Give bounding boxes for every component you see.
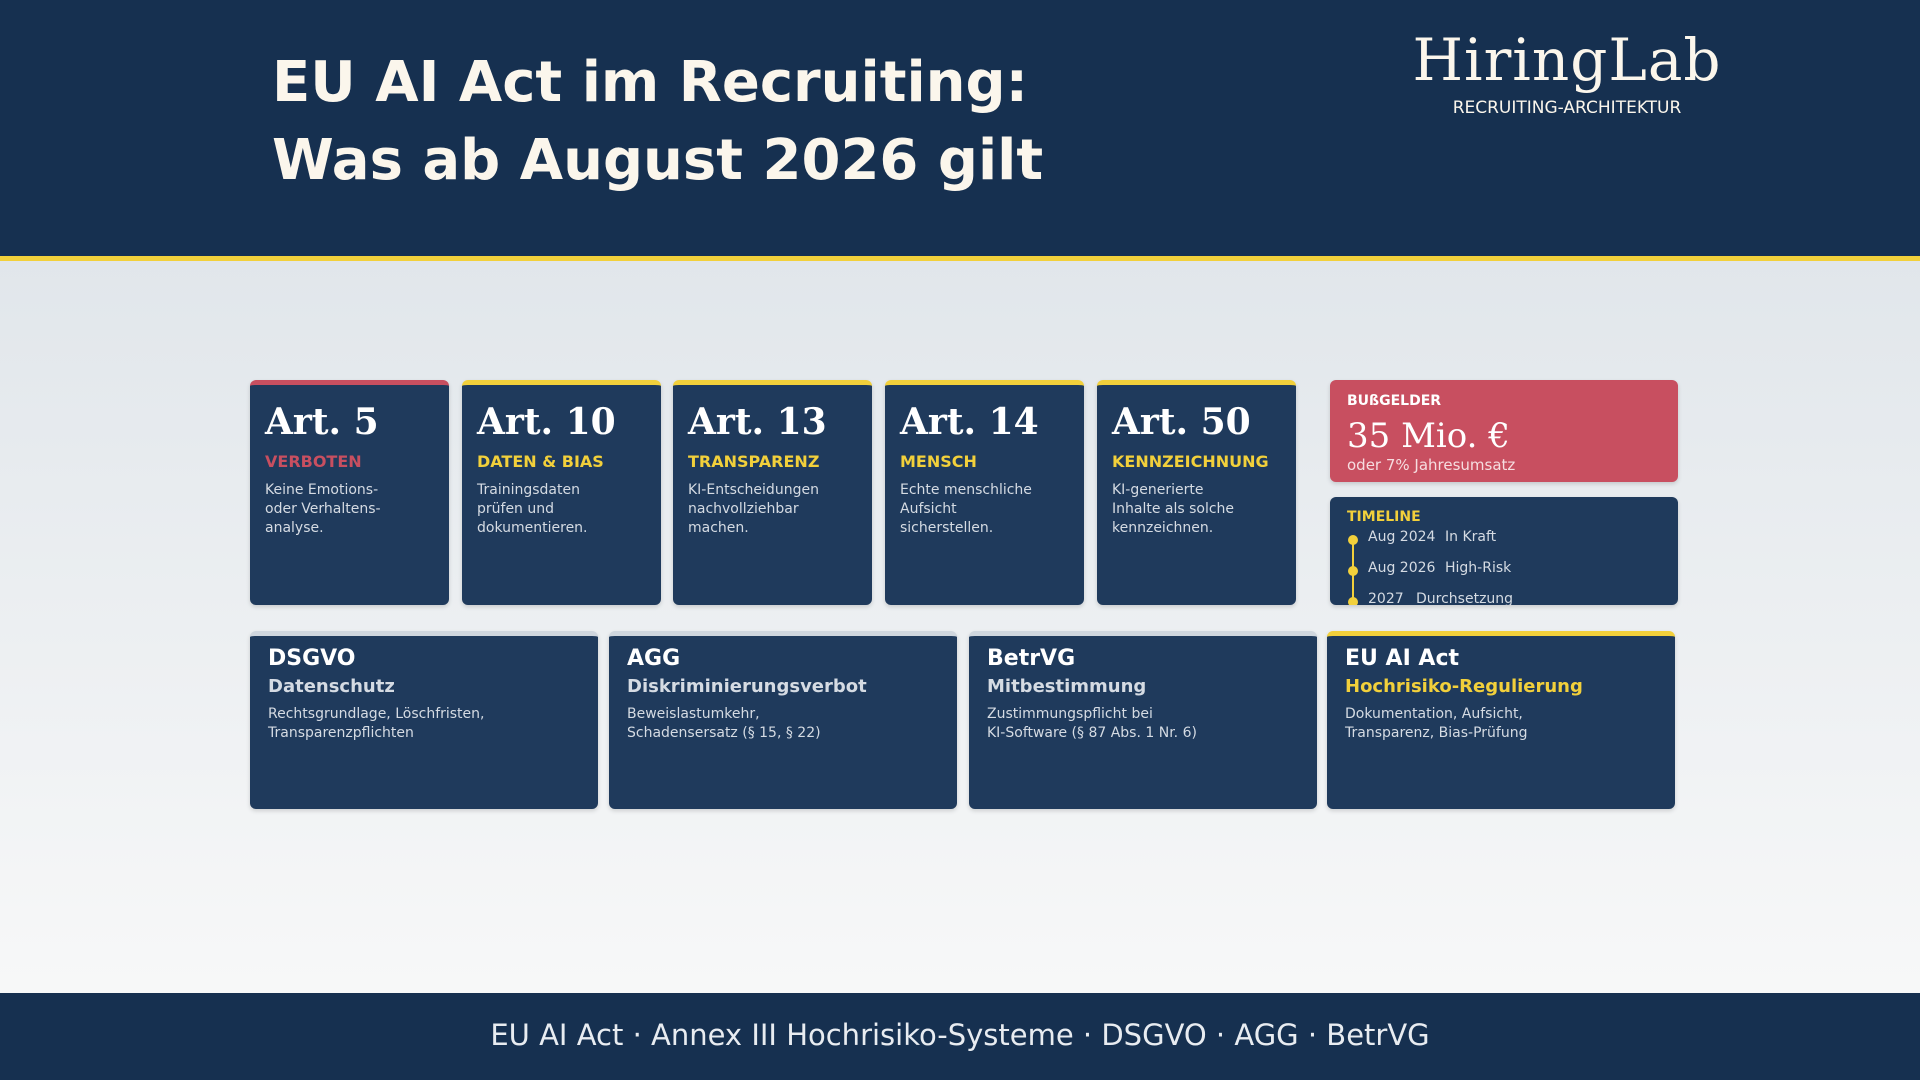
timeline-card: TIMELINE Aug 2024 In Kraft Aug 2026 High-Ris… xyxy=(1330,497,1678,605)
law-card: EU AI Act Hochrisiko-Regulierung Dokumenta… xyxy=(1327,631,1675,809)
article-text: Echte menschliche xyxy=(900,482,1032,498)
article-text: Trainingsdaten xyxy=(477,482,580,498)
law-subtitle: Hochrisiko-Regulierung xyxy=(1345,676,1583,697)
article-card: Art. 14 MENSCH Echte menschliche Aufsicht si… xyxy=(885,380,1084,605)
fines-card: BUßGELDER 35 Mio. € oder 7% Jahresumsatz xyxy=(1330,380,1678,482)
law-title: EU AI Act xyxy=(1345,646,1460,671)
article-tag: KENNZEICHNUNG xyxy=(1112,452,1269,471)
law-title: BetrVG xyxy=(987,646,1076,671)
article-text: Inhalte als solche xyxy=(1112,501,1235,517)
article-text: KI-Entscheidungen xyxy=(688,482,819,498)
article-title: Art. 14 xyxy=(900,401,1039,443)
article-card: Art. 13 TRANSPARENZ KI-Entscheidungen nachv… xyxy=(673,380,872,605)
law-text: Transparenz, Bias-Prüfung xyxy=(1345,725,1528,741)
article-text: oder Verhaltens- xyxy=(265,501,381,517)
footer-text: EU AI Act · Annex III Hochrisiko-Systeme… xyxy=(490,1018,1430,1052)
timeline-text: In Kraft xyxy=(1445,529,1497,545)
title-line: EU AI Act im Recruiting: xyxy=(272,50,1029,115)
law-title: AGG xyxy=(627,646,681,671)
footer: EU AI Act · Annex III Hochrisiko-Systeme… xyxy=(0,993,1920,1080)
article-card: Art. 10 DATEN & BIAS Trainingsdaten prüfen … xyxy=(462,380,661,605)
timeline-dot xyxy=(1348,535,1358,545)
law-subtitle: Mitbestimmung xyxy=(987,676,1147,697)
law-text: Rechtsgrundlage, Löschfristen, xyxy=(268,706,485,722)
law-text: Schadensersatz (§ 15, § 22) xyxy=(627,725,821,741)
article-text: sicherstellen. xyxy=(900,520,994,536)
law-subtitle: Diskriminierungsverbot xyxy=(627,676,867,697)
header-rule xyxy=(0,256,1920,261)
law-card: BetrVG Mitbestimmung Zustimmungspflicht be… xyxy=(969,631,1317,809)
timeline-text: Durchsetzung xyxy=(1416,591,1514,605)
article-title: Art. 10 xyxy=(477,401,616,443)
timeline-date: 2027 xyxy=(1368,591,1404,605)
logo-sub: RECRUITING-ARCHITEKTUR xyxy=(1452,98,1682,118)
fines-note: oder 7% Jahresumsatz xyxy=(1347,456,1516,474)
title-line: Was ab August 2026 gilt xyxy=(272,128,1044,193)
article-tag: MENSCH xyxy=(900,452,977,471)
timeline-text: High-Risk xyxy=(1445,560,1512,576)
article-card: Art. 50 KENNZEICHNUNG KI-generierte Inhalte… xyxy=(1097,380,1296,605)
article-text: Aufsicht xyxy=(900,501,957,517)
law-text: Dokumentation, Aufsicht, xyxy=(1345,706,1523,722)
article-text: nachvollziehbar xyxy=(688,501,799,517)
article-tag: DATEN & BIAS xyxy=(477,452,604,471)
article-text: dokumentieren. xyxy=(477,520,588,536)
article-text: machen. xyxy=(688,520,749,536)
article-title: Art. 50 xyxy=(1112,401,1251,443)
logo: HiringLab xyxy=(1412,26,1722,94)
law-text: KI-Software (§ 87 Abs. 1 Nr. 6) xyxy=(987,725,1197,741)
law-text: Beweislastumkehr, xyxy=(627,706,760,722)
article-tag: TRANSPARENZ xyxy=(688,452,820,471)
article-text: prüfen und xyxy=(477,501,555,517)
article-text: analyse. xyxy=(265,520,324,536)
article-title: Art. 13 xyxy=(688,401,827,443)
timeline-dot xyxy=(1348,597,1358,605)
article-text: KI-generierte xyxy=(1112,482,1204,498)
law-card: DSGVO Datenschutz Rechtsgrundlage, Löschfr… xyxy=(250,631,598,809)
law-card: AGG Diskriminierungsverbot Beweislastumkeh… xyxy=(609,631,957,809)
header xyxy=(0,0,1920,256)
law-subtitle: Datenschutz xyxy=(268,676,395,697)
fines-label: BUßGELDER xyxy=(1347,393,1442,409)
timeline-dot xyxy=(1348,566,1358,576)
law-title: DSGVO xyxy=(268,646,356,671)
article-card: Art. 5 VERBOTEN Keine Emotions-oder Verhal… xyxy=(250,380,449,605)
timeline-label: TIMELINE xyxy=(1347,509,1421,525)
timeline-date: Aug 2026 xyxy=(1368,560,1436,576)
article-title: Art. 5 xyxy=(265,401,379,443)
law-text: Zustimmungspflicht bei xyxy=(987,706,1153,722)
law-text: Transparenzpflichten xyxy=(268,725,414,741)
article-text: Keine Emotions- xyxy=(265,482,379,498)
fines-amount: 35 Mio. € xyxy=(1347,416,1510,456)
article-text: kennzeichnen. xyxy=(1112,520,1214,536)
timeline-date: Aug 2024 xyxy=(1368,529,1436,545)
article-tag: VERBOTEN xyxy=(265,452,362,471)
